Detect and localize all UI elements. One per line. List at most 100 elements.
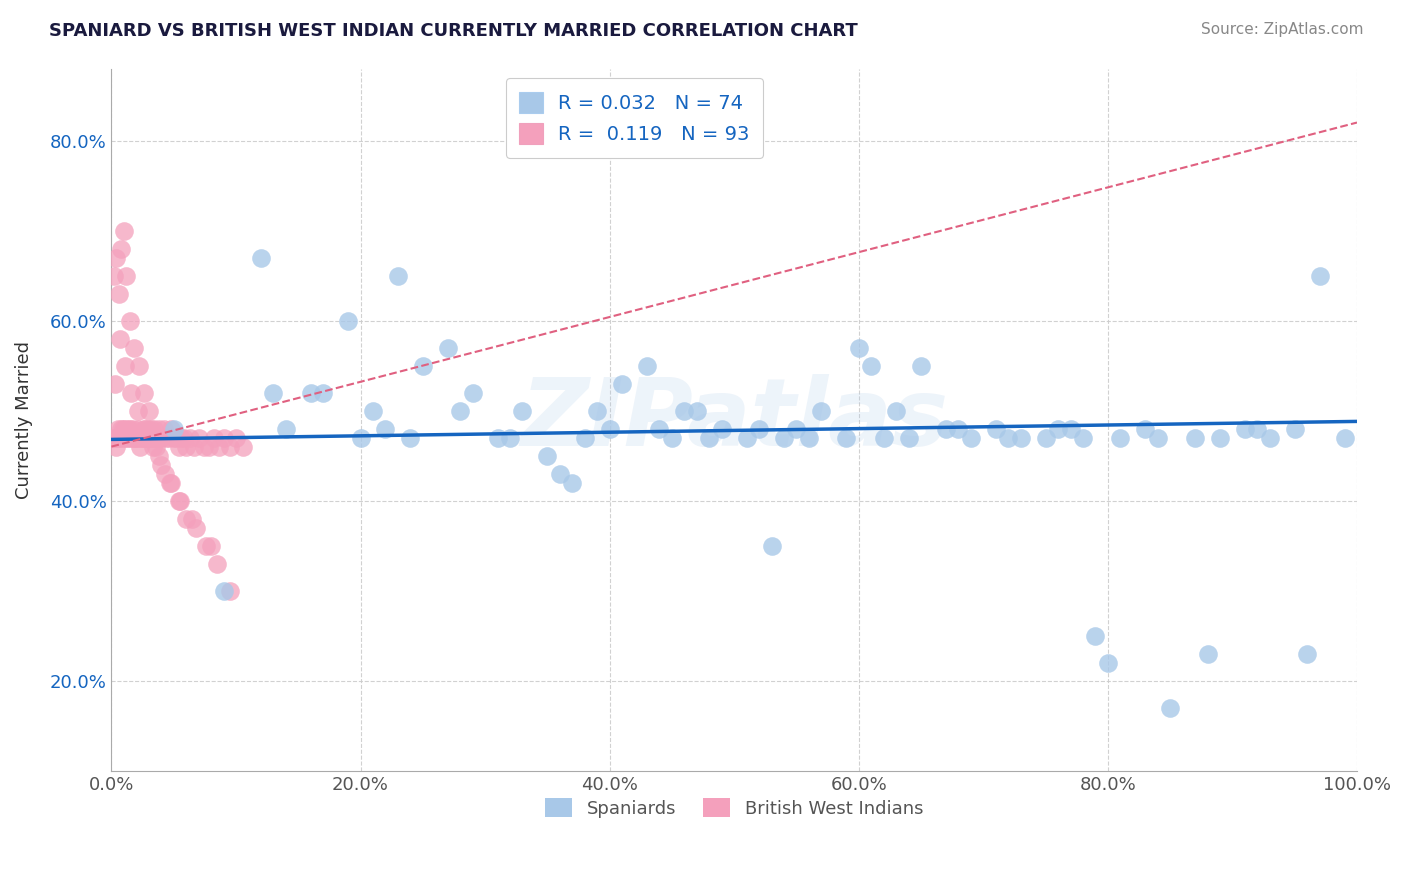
Point: [138, 403, 160, 417]
Point: [1035, 431, 1057, 445]
Point: [748, 422, 770, 436]
Point: [163, 422, 186, 436]
Point: [797, 431, 820, 445]
Point: [574, 431, 596, 445]
Text: SPANIARD VS BRITISH WEST INDIAN CURRENTLY MARRIED CORRELATION CHART: SPANIARD VS BRITISH WEST INDIAN CURRENTL…: [49, 22, 858, 40]
Point: [599, 422, 621, 436]
Point: [112, 431, 135, 445]
Point: [997, 431, 1019, 445]
Point: [935, 422, 957, 436]
Point: [262, 385, 284, 400]
Point: [761, 539, 783, 553]
Point: [312, 385, 335, 400]
Point: [486, 431, 509, 445]
Point: [174, 440, 197, 454]
Point: [499, 431, 522, 445]
Point: [146, 431, 169, 445]
Point: [141, 440, 163, 454]
Point: [661, 431, 683, 445]
Point: [122, 431, 145, 445]
Point: [103, 268, 125, 283]
Point: [337, 313, 360, 327]
Point: [120, 422, 142, 436]
Point: [207, 557, 229, 571]
Point: [129, 440, 152, 454]
Point: [648, 422, 671, 436]
Point: [374, 422, 396, 436]
Point: [114, 422, 136, 436]
Point: [108, 431, 131, 445]
Point: [1209, 431, 1232, 445]
Point: [187, 431, 209, 445]
Point: [148, 449, 170, 463]
Point: [686, 403, 709, 417]
Point: [167, 440, 190, 454]
Point: [1309, 268, 1331, 283]
Point: [449, 403, 471, 417]
Point: [193, 440, 215, 454]
Point: [636, 359, 658, 373]
Point: [561, 475, 583, 490]
Point: [150, 458, 173, 472]
Point: [179, 431, 201, 445]
Point: [165, 431, 187, 445]
Point: [108, 286, 131, 301]
Legend: Spaniards, British West Indians: Spaniards, British West Indians: [538, 791, 931, 825]
Point: [897, 431, 920, 445]
Point: [1146, 431, 1168, 445]
Point: [138, 431, 160, 445]
Point: [184, 521, 207, 535]
Point: [128, 359, 150, 373]
Point: [136, 422, 159, 436]
Point: [860, 359, 883, 373]
Point: [873, 431, 896, 445]
Point: [1246, 422, 1268, 436]
Point: [115, 431, 138, 445]
Point: [1059, 422, 1081, 436]
Point: [1197, 647, 1219, 661]
Point: [132, 385, 155, 400]
Point: [785, 422, 807, 436]
Point: [129, 431, 152, 445]
Point: [697, 431, 720, 445]
Point: [118, 431, 141, 445]
Point: [1084, 629, 1107, 643]
Point: [105, 251, 128, 265]
Point: [160, 475, 183, 490]
Point: [105, 440, 128, 454]
Point: [149, 431, 172, 445]
Point: [536, 449, 558, 463]
Point: [170, 431, 193, 445]
Point: [461, 385, 484, 400]
Point: [1097, 656, 1119, 670]
Point: [710, 422, 733, 436]
Point: [1233, 422, 1256, 436]
Point: [153, 467, 176, 481]
Point: [586, 403, 609, 417]
Point: [735, 431, 758, 445]
Point: [160, 422, 183, 436]
Point: [141, 422, 163, 436]
Point: [1258, 431, 1281, 445]
Point: [218, 583, 240, 598]
Point: [110, 422, 132, 436]
Point: [167, 493, 190, 508]
Point: [1159, 700, 1181, 714]
Point: [673, 403, 696, 417]
Point: [512, 403, 534, 417]
Point: [884, 403, 907, 417]
Point: [299, 385, 322, 400]
Point: [218, 440, 240, 454]
Point: [1284, 422, 1306, 436]
Text: Source: ZipAtlas.com: Source: ZipAtlas.com: [1201, 22, 1364, 37]
Point: [124, 431, 146, 445]
Point: [848, 341, 870, 355]
Point: [610, 376, 633, 391]
Point: [361, 403, 384, 417]
Point: [132, 422, 155, 436]
Point: [111, 422, 134, 436]
Point: [107, 422, 129, 436]
Point: [103, 431, 125, 445]
Point: [250, 251, 273, 265]
Point: [145, 440, 167, 454]
